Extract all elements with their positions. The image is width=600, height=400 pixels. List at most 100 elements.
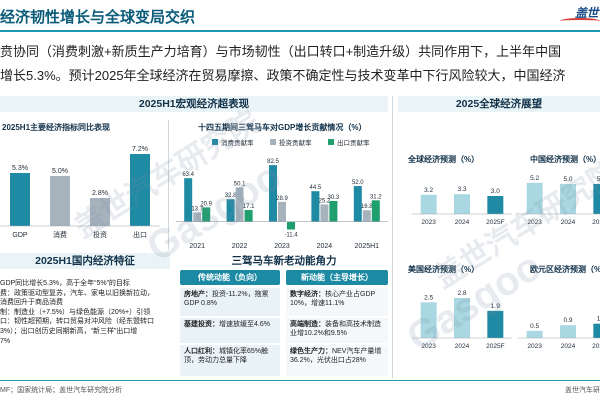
chart-global-title: 全球经济预测（%） [408,155,480,164]
bar-2023 [420,302,437,338]
category-label: 2025F [486,219,504,226]
bar-value-label: 5.0 [597,176,600,183]
bar-消费 [50,176,70,226]
bar-value-label: 5.3% [12,165,28,172]
bar-value-label: 1.0 [597,316,600,323]
domestic-features-list: GDP同比增长5.3%，高于全年“5%”的目标 费：政策驱动型复苏，汽车、家电以旧… [0,279,170,346]
bar-value-label: 2.5 [424,294,433,301]
bar-2023-投资贡献率 [278,201,286,222]
bar-value-label: 32.8 [225,193,237,199]
bar-value-label: 0.9 [563,317,572,324]
bar-value-label: 0.5 [530,323,539,330]
left-panel-title: 2025H1宏观经济超表现 [0,96,388,112]
category-label: 2025H1 [355,243,380,250]
bar-value-label: 16.8 [361,204,373,210]
chart-china-title: 中国经济预测（%） [530,155,600,164]
chart-troika-title: 十四五期间三驾马车对GDP增长贡献情况（%） [198,123,367,132]
bar-2024 [454,298,470,338]
chart-euro-title: 欧元区经济预测（%） [530,265,600,274]
bar-value-label: 52.0 [352,180,364,186]
chart-h1-indicators: 5.3% GDP 5.0% 消费 2.8% 投资 7.2% 出口 [0,146,160,239]
category-label: 2024 [561,343,576,350]
troika-cell-value: 装备和高技术制造业增10.2%和9.5% [290,321,381,337]
page-title: 经济韧性增长与全球变局交织 [0,9,196,26]
bar-value-label: 44.5 [310,185,322,191]
category-label: 2025F [592,219,600,226]
category-label: 2023 [421,219,436,226]
bar-value-label: 3.0 [491,188,500,195]
category-label: 2023 [274,243,290,250]
troika-cell-value: 核心产业占GDP 10%，增速11.1% [290,291,376,307]
legend-swatch [328,139,334,145]
chart-us-title: 美国经济预测（%） [408,265,480,274]
bar-2023 [526,182,543,214]
bar-2022-投资贡献率 [235,187,244,222]
bar-2025F [593,184,600,214]
chart-us-gdp: 2.5 2023 2.8 2024 1.9 2025F [412,290,512,350]
category-label: 2024 [317,243,333,250]
category-label: 2024 [455,343,470,350]
lead-line-2: 增长5.3%。预计2025年全球经济在贸易摩擦、政策不确定性与技术变革中下行风险… [0,68,566,83]
category-label: 2023 [527,219,542,226]
category-label: 2025F [486,343,504,350]
title-divider [0,30,600,32]
troika-cell-key: 绿色生产力： [290,348,332,355]
bar-2023 [420,194,437,214]
bar-2024-出口贡献率 [329,200,338,222]
bar-value-label: 25.2 [319,198,331,204]
troika-cell-value: 城镇化率65%触顶，劳动力总量下降 [184,348,269,364]
bar-value-label: 2.8 [457,290,466,297]
category-label: 2024 [561,219,576,226]
bar-2023-出口贡献率 [287,221,295,230]
bar-投资 [90,198,110,226]
bar-2024-投资贡献率 [320,204,329,222]
category-label: 2025F [592,343,600,350]
troika-cell-key: 房地产： [184,291,212,298]
chart-divider [168,120,169,250]
bar-2025F [487,196,504,214]
troika-cell-new: 绿色生产力：NEV汽车产量增36.2%，光伏出口占28% [286,345,388,376]
bar-出口 [130,154,150,226]
bar-2022-出口贡献率 [244,209,253,222]
legend-swatch [270,139,276,145]
category-label: 消费 [53,230,67,239]
header: 经济韧性增长与全球变局交织 盖世 [0,0,600,34]
bar-value-label: 5.2 [530,175,539,182]
bar-2025F [593,323,600,338]
bar-2025H1-投资贡献率 [362,210,371,222]
bar-value-label: 5.0% [52,168,68,175]
category-label: GDP [12,232,28,239]
bar-2021-出口贡献率 [202,207,211,222]
troika-cell-key: 人口红利： [184,348,219,355]
domestic-feature-line: GDP同比增长5.3%，高于全年“5%”的目标 [0,280,130,287]
bar-2023 [526,330,543,338]
lead-line-1: 贲协同（消费刺激+新质生产力培育）与市场韧性（出口转口+制造升级）共同作用下，上… [0,44,562,59]
footer-brand: 盖世汽车研 [565,387,600,394]
troika-cell-new: 高端制造：装备和高技术制造业增10.2%和9.5% [286,318,388,343]
domestic-feature-line: 3%）；出口创历史同期新高，“新三样”出口增 [0,327,138,335]
category-label: 2023 [527,343,542,350]
category-label: 出口 [133,230,147,239]
troika-head-new: 新动能（主导增长） [286,270,388,285]
troika-cell-key: 基建投资： [184,321,219,328]
category-label: 投资 [93,230,107,239]
bar-value-label: 7.2% [132,146,148,153]
bar-value-label: 30.3 [328,195,340,201]
bar-2022-消费贡献率 [226,199,235,222]
bar-value-label: 28.9 [276,196,288,202]
footer-source: MF；国家统计局；盖世汽车研究院分析 [0,387,123,394]
troika-cell-traditional: 房地产：投资-11.2%，拖累GDP 0.8% [180,288,280,316]
domestic-feature-line: 口：韧性超预期，转口贸易对冲风险（经东盟转口 [0,318,154,326]
bar-value-label: 82.5 [267,159,279,165]
troika-title: 三驾马车新老动能角力 [231,255,337,267]
chart-h1-title: 2025H1主要经济指标同比表现 [2,123,111,132]
bar-GDP [10,173,30,226]
legend-label: 消费贡献率 [221,138,254,147]
bar-2024 [560,325,576,338]
lead-paragraph: 贲协同（消费刺激+新质生产力培育）与市场韧性（出口转口+制造升级）共同作用下，上… [0,40,600,88]
domestic-feature-line: 消费回升于商品消费 [0,299,63,307]
domestic-features-title: 2025H1国内经济特征 [0,253,170,269]
bar-value-label: 3.2 [424,187,433,194]
bar-2025H1-消费贡献率 [353,186,362,222]
bar-value-label: 20.9 [200,201,212,207]
